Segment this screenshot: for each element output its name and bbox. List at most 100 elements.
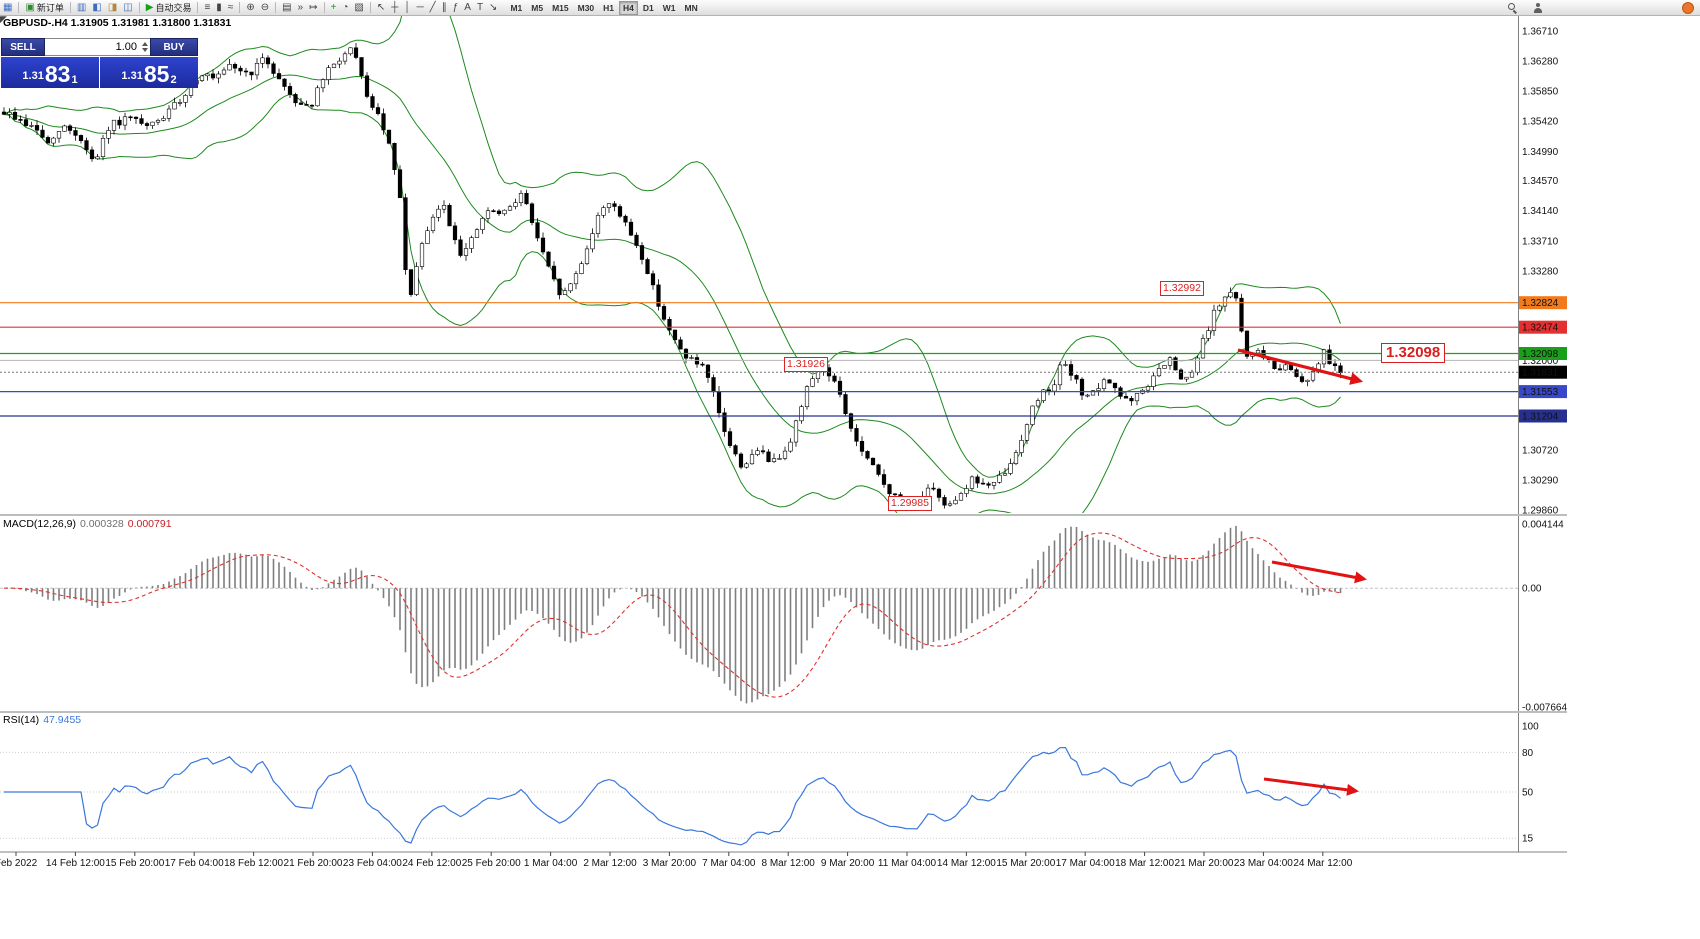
svg-text:11 Mar 04:00: 11 Mar 04:00 — [878, 858, 937, 869]
svg-text:23 Mar 04:00: 23 Mar 04:00 — [1234, 858, 1293, 869]
lot-size-value[interactable]: 1.00 — [115, 41, 137, 53]
horizontal-line-icon-glyph: ─ — [416, 2, 424, 13]
terminal-icon[interactable]: ◫ — [120, 1, 135, 14]
svg-text:3 Mar 20:00: 3 Mar 20:00 — [643, 858, 697, 869]
macd-main-value: 0.000328 — [79, 518, 124, 530]
buy-price[interactable]: 1.31 85 2 — [100, 57, 198, 88]
svg-text:7 Mar 04:00: 7 Mar 04:00 — [702, 858, 756, 869]
svg-text:1.31831: 1.31831 — [1522, 368, 1559, 379]
vertical-line-icon[interactable]: │ — [401, 1, 413, 14]
lot-decrease-arrow[interactable] — [141, 48, 148, 52]
trend-arrow[interactable] — [1271, 560, 1367, 584]
chart-mini-icon-glyph: ▦ — [3, 2, 13, 13]
quick-trade-collapse-arrow[interactable]: ◤ — [0, 14, 7, 24]
market-watch-icon-glyph: ▥ — [76, 2, 87, 13]
chart-mini-icon[interactable]: ▦ — [0, 1, 15, 14]
new-order-button[interactable]: ▣ 新订单 — [22, 1, 66, 14]
trend-arrow[interactable] — [1237, 348, 1364, 385]
svg-text:1.30720: 1.30720 — [1522, 445, 1559, 456]
crosshair-icon[interactable]: ┼ — [388, 1, 401, 14]
panel-separator[interactable] — [0, 711, 1567, 713]
auto-scroll-icon[interactable]: » — [295, 1, 307, 14]
timeframe-m15[interactable]: M15 — [552, 2, 569, 13]
svg-text:1.34570: 1.34570 — [1522, 176, 1559, 187]
timeframe-h4[interactable]: H4 — [619, 0, 638, 15]
line-chart-icon[interactable]: ≈ — [225, 1, 237, 14]
chart-canvas[interactable]: 1.36710 1.36280 1.35850 1.35420 1.34990 1.345… — [0, 0, 1567, 939]
data-window-icon[interactable]: ◧ — [89, 1, 104, 14]
timeframe-mn[interactable]: MN — [684, 2, 698, 13]
trendline-icon[interactable]: ╱ — [427, 1, 439, 14]
svg-text:80: 80 — [1522, 748, 1534, 759]
lot-increase-arrow[interactable] — [141, 42, 148, 46]
autotrading-button-label: 自动交易 — [155, 3, 192, 13]
cursor-icon[interactable]: ↖ — [374, 1, 388, 14]
timeframe-w1[interactable]: W1 — [662, 2, 676, 13]
macd-name: MACD(12,26,9) — [3, 518, 76, 530]
search-icon[interactable] — [1508, 3, 1517, 12]
timeframe-m30[interactable]: M30 — [577, 2, 595, 13]
lot-size-field[interactable]: 1.00 — [45, 38, 150, 56]
fibonacci-icon[interactable]: ƒ — [450, 1, 462, 14]
chart-shift-icon[interactable]: ↦ — [306, 1, 320, 14]
data-window-icon-glyph: ◧ — [92, 2, 102, 13]
autotrading-button[interactable]: ▶ 自动交易 — [143, 1, 195, 14]
svg-text:21 Mar 20:00: 21 Mar 20:00 — [1175, 858, 1234, 869]
periods-icon[interactable]: ◔ — [339, 1, 351, 14]
new-order-button-label: 新订单 — [36, 3, 64, 13]
svg-text:2 Mar 12:00: 2 Mar 12:00 — [583, 858, 637, 869]
zoom-out-icon[interactable]: ⊖ — [258, 1, 272, 14]
one-click-trading-panel: SELL 1.00 BUY 1.31 83 1 1.31 85 2 — [1, 38, 198, 88]
price-annotation[interactable]: 1.29985 — [888, 496, 932, 511]
text-icon[interactable]: A — [461, 1, 474, 14]
line-chart-icon-glyph: ≈ — [227, 2, 234, 13]
arrows-tool-icon-glyph: ↘ — [489, 2, 498, 13]
svg-text:8 Mar 12:00: 8 Mar 12:00 — [762, 858, 816, 869]
text-label-icon[interactable]: T — [474, 1, 486, 14]
market-watch-icon[interactable]: ▥ — [74, 1, 89, 14]
price-annotation[interactable]: 1.32992 — [1160, 281, 1204, 296]
macd-indicator-label: MACD(12,26,9) 0.000328 0.000791 — [3, 518, 172, 530]
sell-price[interactable]: 1.31 83 1 — [1, 57, 99, 88]
navigator-icon[interactable]: ◨ — [105, 1, 120, 14]
horizontal-line-icon[interactable]: ─ — [414, 1, 427, 14]
zoom-in-icon[interactable]: ⊕ — [243, 1, 257, 14]
trend-arrow[interactable] — [1263, 777, 1359, 796]
profile-icon[interactable] — [1533, 2, 1542, 13]
templates-icon[interactable]: ▧ — [351, 1, 366, 14]
tile-windows-icon[interactable]: ▤ — [279, 1, 294, 14]
toolbar-separator — [197, 2, 199, 13]
price-annotation[interactable]: 1.31926 — [784, 357, 828, 372]
notification-icon[interactable] — [1682, 2, 1694, 14]
toolbar-separator — [138, 2, 140, 13]
highlighted-price-label[interactable]: 1.32098 — [1381, 343, 1446, 363]
arrows-tool-icon[interactable]: ↘ — [486, 1, 500, 14]
timeframe-m5[interactable]: M5 — [531, 2, 544, 13]
indicators-add-icon[interactable]: + — [328, 1, 340, 14]
svg-text:21 Feb 20:00: 21 Feb 20:00 — [284, 858, 343, 869]
toolbar-separator — [239, 2, 241, 13]
bar-chart-icon[interactable]: ≡ — [201, 1, 213, 14]
channel-icon[interactable]: ∥ — [439, 1, 450, 14]
svg-text:1.35850: 1.35850 — [1522, 87, 1559, 98]
toolbar-button-groups: ▦ ▣ 新订单 ▥ ◧ ◨ ◫ ▶ 自动交易 ≡ ▮ ≈ ⊕ ⊖ ▤ » ↦ + ◔ ▧ ↖ ┼ │ ─ ╱ ∥ ƒ A T ↘ — [0, 0, 500, 15]
chart-shift-icon-glyph: ↦ — [309, 2, 318, 13]
timeframe-h1[interactable]: H1 — [603, 2, 615, 13]
chart-area[interactable]: 1.36710 1.36280 1.35850 1.35420 1.34990 1.345… — [0, 0, 1567, 939]
ohlc-info: GBPUSD-.H4 1.31905 1.31981 1.31800 1.318… — [3, 17, 232, 29]
timeframe-d1[interactable]: D1 — [642, 2, 654, 13]
lot-spinner[interactable] — [139, 41, 150, 53]
panel-separator[interactable] — [0, 514, 1567, 516]
svg-text:1.32474: 1.32474 — [1522, 323, 1559, 334]
svg-text:1.36710: 1.36710 — [1522, 27, 1559, 38]
candlestick-chart-icon[interactable]: ▮ — [213, 1, 225, 14]
svg-text:50: 50 — [1522, 788, 1534, 799]
new-order-button-glyph: ▣ — [25, 2, 35, 13]
sell-button[interactable]: SELL — [1, 38, 45, 56]
timeframe-m1[interactable]: M1 — [510, 2, 523, 13]
rsi-indicator-label: RSI(14) 47.9455 — [3, 714, 81, 726]
buy-button[interactable]: BUY — [150, 38, 198, 56]
periods-icon-glyph: ◔ — [342, 2, 349, 13]
trade-prices-row: 1.31 83 1 1.31 85 2 — [1, 57, 198, 88]
svg-text:14 Feb 12:00: 14 Feb 12:00 — [46, 858, 105, 869]
